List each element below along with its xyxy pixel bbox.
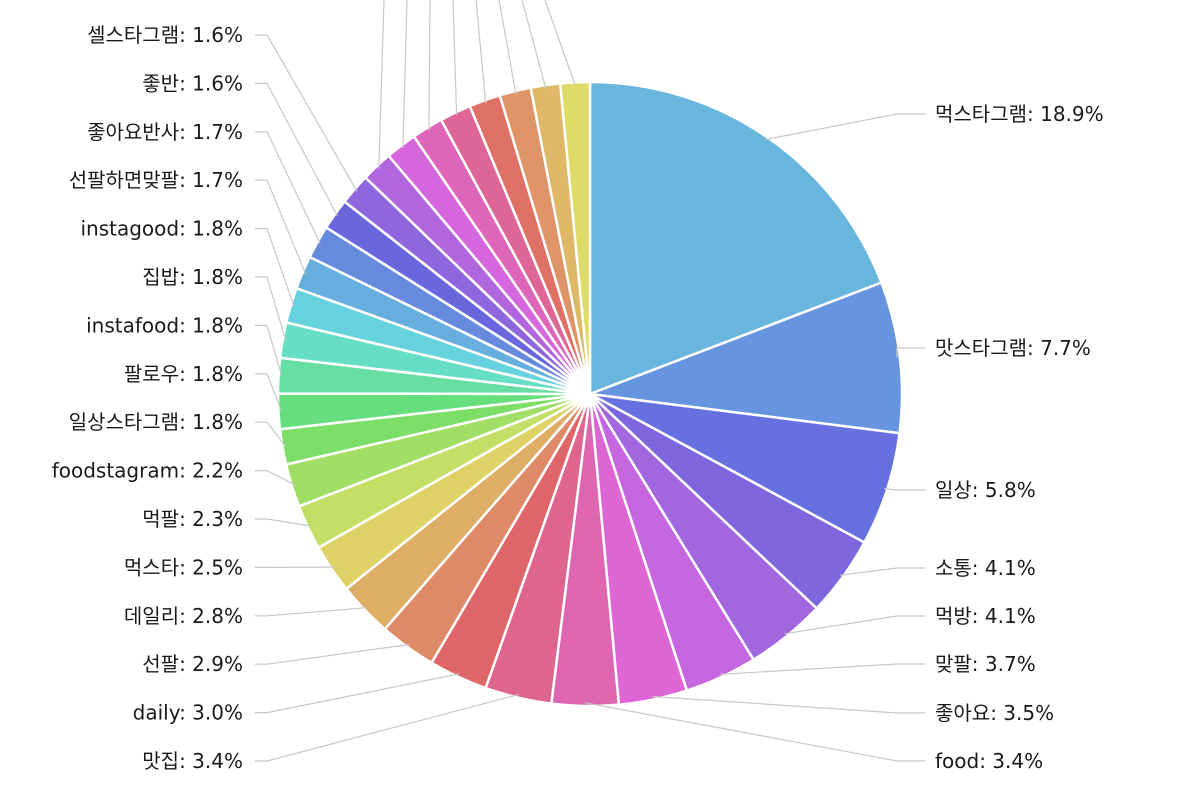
leader-line (544, 0, 576, 86)
leader-line (255, 373, 283, 412)
slice-label: 먹방: 4.1% (935, 604, 1036, 628)
leader-line (255, 34, 358, 192)
leader-line (719, 663, 925, 675)
slice-label: 좋반: 1.6% (142, 71, 243, 95)
slice-label: 일상: 5.8% (935, 478, 1036, 502)
leader-line (764, 113, 925, 141)
leader-line (255, 228, 295, 307)
leader-line (255, 643, 410, 665)
leader-line (452, 0, 458, 116)
leader-line (840, 567, 925, 576)
slice-label: 집밥: 1.8% (142, 265, 243, 289)
leader-line (255, 131, 321, 244)
leader-line (652, 695, 925, 714)
slice-label: 먹스타: 2.5% (124, 555, 243, 579)
leader-line (521, 0, 547, 89)
label-leader-lines (255, 0, 925, 762)
leader-line (584, 702, 925, 762)
slice-label: 데일리: 2.8% (124, 604, 243, 628)
leader-line (402, 0, 408, 149)
leader-line (475, 0, 487, 104)
leader-line (255, 607, 367, 617)
leader-line (378, 0, 385, 169)
leader-line (255, 82, 339, 217)
leader-line (498, 0, 517, 95)
leader-line (428, 0, 431, 131)
slice-label: 먹스타그램: 18.9% (935, 102, 1104, 126)
slice-label: 좋아요반사: 1.7% (87, 120, 243, 144)
slice-label: 일상스타그램: 1.8% (69, 410, 243, 434)
slice-label: instagood: 1.8% (80, 217, 243, 241)
leader-line (255, 324, 283, 376)
leader-line (255, 470, 296, 486)
slice-label: foodstagram: 2.2% (52, 459, 243, 483)
leader-line (255, 179, 307, 274)
slice-label: food: 3.4% (935, 749, 1043, 773)
slice-label: daily: 3.0% (133, 701, 243, 725)
slice-label: 맛스타그램: 7.7% (935, 336, 1091, 360)
leader-line (255, 276, 287, 341)
pie-slice (558, 80, 592, 395)
slice-labels: 먹스타그램: 18.9% 맛스타그램: 7.7% 일상: 5.8% 소통: 4.1% 먹… (52, 23, 1104, 773)
leader-line (255, 693, 519, 762)
pie-slices (276, 80, 904, 708)
leader-line (884, 487, 925, 491)
pie-slice (589, 280, 904, 435)
slice-label: 선팔: 2.9% (142, 652, 243, 676)
slice-label: 팔로우: 1.8% (124, 362, 243, 386)
leader-line (255, 518, 311, 527)
slice-label: 맞팔: 3.7% (935, 652, 1036, 676)
pie-slice (588, 80, 884, 396)
slice-label: 선팔하면맞팔: 1.7% (69, 168, 243, 192)
slice-label: 소통: 4.1% (935, 556, 1036, 580)
slice-label: 셀스타그램: 1.6% (87, 23, 243, 47)
leader-line (784, 615, 925, 635)
leader-line (896, 347, 925, 358)
slice-label: 맛집: 3.4% (142, 749, 243, 773)
slice-label: 좋아요: 3.5% (935, 701, 1054, 725)
slice-label: 먹팔: 2.3% (142, 507, 243, 531)
slice-label: instafood: 1.8% (86, 313, 243, 337)
leader-line (255, 673, 460, 714)
leader-line (255, 421, 287, 447)
